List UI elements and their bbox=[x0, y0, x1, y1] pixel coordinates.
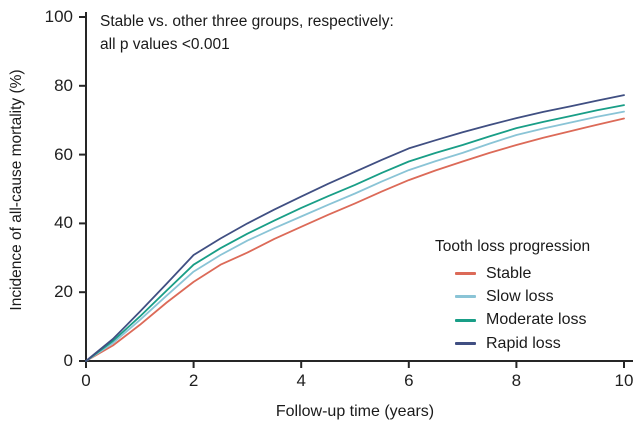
pvalue-annotation-line1: Stable vs. other three groups, respectiv… bbox=[100, 13, 394, 30]
pvalue-annotation: Stable vs. other three groups, respectiv… bbox=[100, 10, 394, 57]
legend-dash-icon bbox=[455, 295, 476, 299]
curve-moderate-loss bbox=[85, 104, 625, 362]
legend-item-label: Moderate loss bbox=[486, 311, 587, 329]
legend-items: Stable Slow loss Moderate loss Rapid loss bbox=[455, 262, 590, 355]
axis-ticks bbox=[79, 16, 625, 368]
legend-item-label: Rapid loss bbox=[486, 334, 561, 352]
legend: Tooth loss progression Stable Slow loss Mo… bbox=[435, 238, 590, 355]
survival-curves bbox=[85, 94, 625, 362]
x-axis-title: Follow-up time (years) bbox=[275, 403, 435, 420]
y-tick-label: 80 bbox=[54, 75, 73, 95]
legend-item-label: Stable bbox=[486, 264, 532, 282]
x-tick-label: 2 bbox=[188, 371, 199, 390]
legend-item-label: Slow loss bbox=[486, 287, 554, 305]
legend-item: Stable bbox=[455, 262, 590, 285]
y-tick-label: 20 bbox=[54, 282, 73, 302]
legend-item: Moderate loss bbox=[455, 309, 590, 332]
x-tick-label: 0 bbox=[81, 371, 91, 390]
legend-dash-icon bbox=[455, 318, 476, 322]
x-tick-label: 10 bbox=[614, 371, 634, 390]
y-tick-label: 100 bbox=[44, 7, 73, 26]
legend-item: Rapid loss bbox=[455, 332, 590, 355]
legend-dash-icon bbox=[455, 342, 476, 346]
y-tick-label: 0 bbox=[63, 351, 73, 370]
x-tick-label: 6 bbox=[404, 371, 414, 390]
curve-slow-loss bbox=[85, 110, 625, 362]
pvalue-annotation-line2: all p values <0.001 bbox=[100, 36, 230, 54]
x-tick-label: 4 bbox=[296, 371, 306, 390]
legend-item: Slow loss bbox=[455, 285, 590, 308]
x-tick-label: 8 bbox=[511, 371, 522, 390]
legend-title: Tooth loss progression bbox=[435, 238, 591, 255]
legend-dash-icon bbox=[455, 272, 476, 276]
y-tick-label: 40 bbox=[54, 213, 73, 233]
curve-stable bbox=[85, 117, 625, 362]
curve-rapid-loss bbox=[85, 94, 625, 362]
y-tick-label: 60 bbox=[54, 144, 73, 164]
